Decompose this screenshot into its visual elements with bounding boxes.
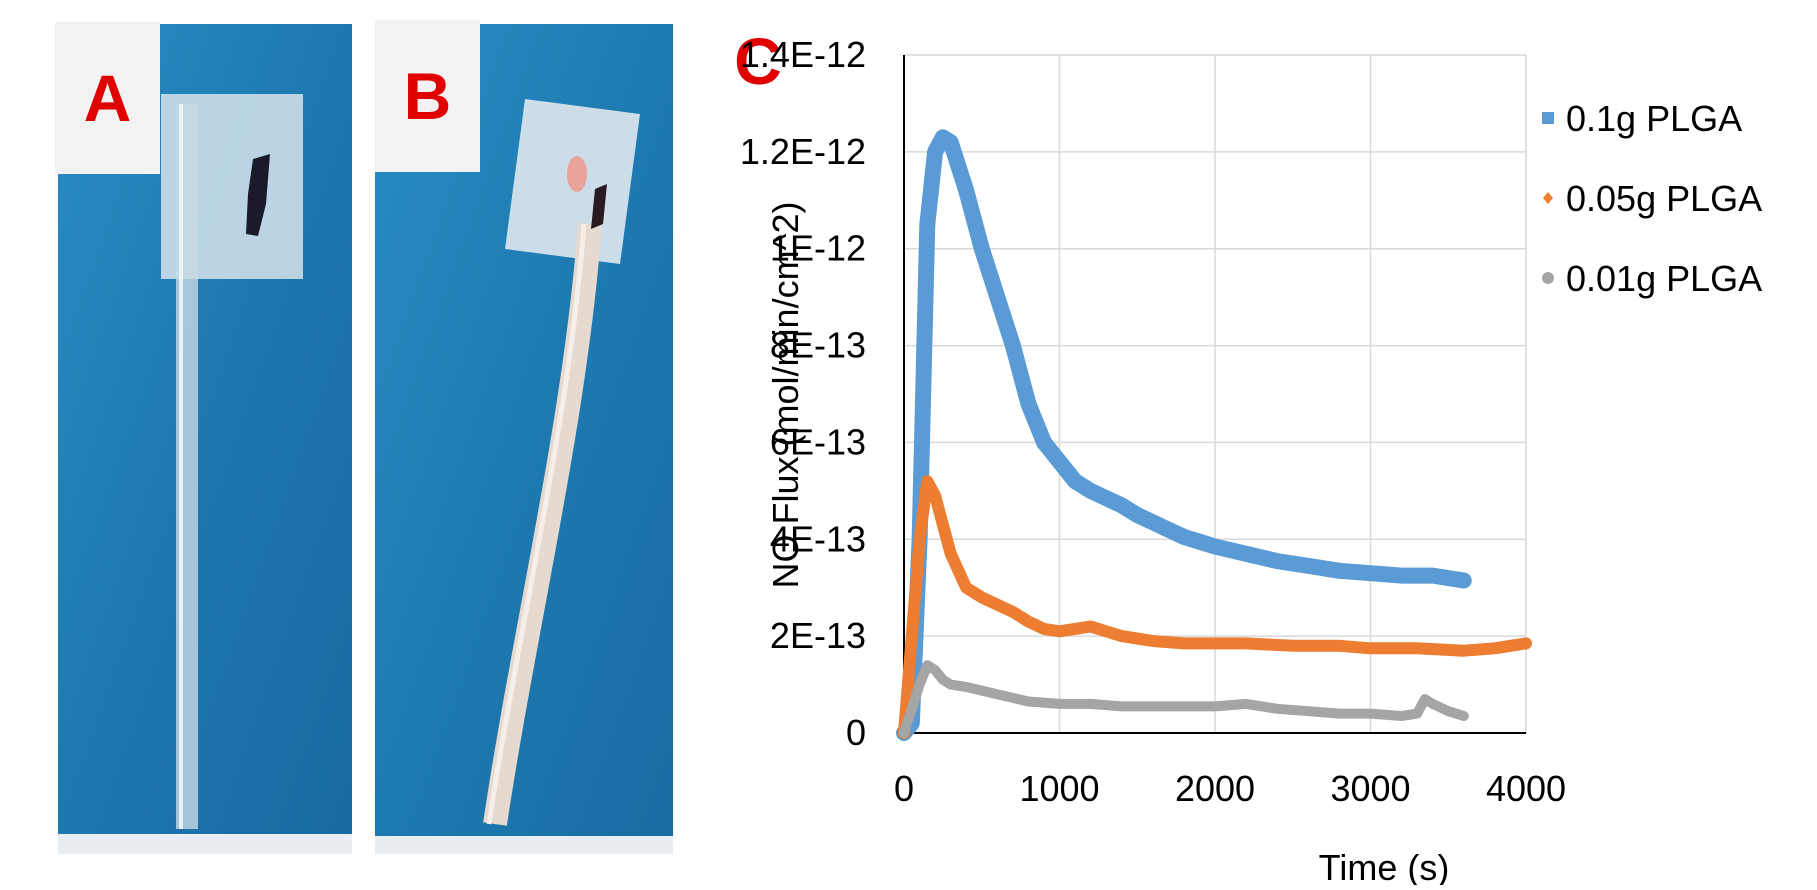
chart-axes: [903, 55, 1526, 734]
y-axis-label: NO Flux (mol/min/cm^2): [765, 202, 806, 589]
legend-marker-circle: [1542, 272, 1554, 284]
y-tick-label: 4E-13: [770, 518, 866, 559]
legend-label: 0.01g PLGA: [1566, 258, 1762, 299]
panel-label-a: A: [55, 22, 160, 174]
y-tick-label: 1E-12: [770, 228, 866, 269]
photo-b-dark-sample: [591, 184, 607, 229]
photo-a-sample: [246, 154, 270, 236]
x-tick-label: 1000: [1019, 768, 1099, 809]
series-line-2: [899, 660, 1469, 738]
y-tick-label: 8E-13: [770, 325, 866, 366]
panel-label-c: C: [734, 24, 782, 98]
chart-series: [896, 129, 1532, 741]
photo-b-bottom-edge: [375, 836, 673, 854]
legend-entry: 0.1g PLGA: [1542, 98, 1742, 139]
y-tick-label: 1.2E-12: [740, 131, 866, 172]
y-tick-label: 0: [846, 712, 866, 753]
y-tick-label: 2E-13: [770, 615, 866, 656]
legend-entry: 0.05g PLGA: [1543, 178, 1762, 219]
photo-a-bottom-edge: [58, 834, 352, 854]
x-tick-label: 3000: [1330, 768, 1410, 809]
legend-label: 0.1g PLGA: [1566, 98, 1742, 139]
legend-label: 0.05g PLGA: [1566, 178, 1762, 219]
y-tick-label: 6E-13: [770, 421, 866, 462]
chart-legend: 0.1g PLGA 0.05g PLGA 0.01g PLGA: [1542, 98, 1762, 299]
legend-entry: 0.01g PLGA: [1542, 258, 1762, 299]
photo-a-tube-highlight: [179, 104, 183, 829]
no-flux-chart: 0 2E-13 4E-13 6E-13 8E-13 1E-12 1.2E-12 1.4E-12…: [740, 0, 1817, 888]
x-tick-label: 2000: [1175, 768, 1255, 809]
photo-b-tube-highlight: [486, 223, 587, 825]
chart-gridlines: [904, 54, 1527, 733]
y-tick-label: 1.4E-12: [740, 34, 866, 75]
series-line-0: [896, 129, 1472, 741]
series-line-1: [898, 475, 1532, 739]
legend-marker-square: [1542, 112, 1554, 124]
photo-b-tube-body: [483, 223, 602, 826]
x-tick-label: 0: [894, 768, 914, 809]
x-axis-label: Time (s): [1319, 847, 1450, 885]
photo-b-pink-sample: [567, 156, 587, 192]
legend-marker-diamond: [1543, 192, 1553, 204]
panel-label-b: B: [375, 20, 480, 172]
chart-svg: 0 2E-13 4E-13 6E-13 8E-13 1E-12 1.2E-12 1.4E-12…: [740, 34, 1762, 888]
chart-tick-labels: 0 2E-13 4E-13 6E-13 8E-13 1E-12 1.2E-12 1.4E-12…: [740, 34, 1566, 809]
x-tick-label: 4000: [1486, 768, 1566, 809]
